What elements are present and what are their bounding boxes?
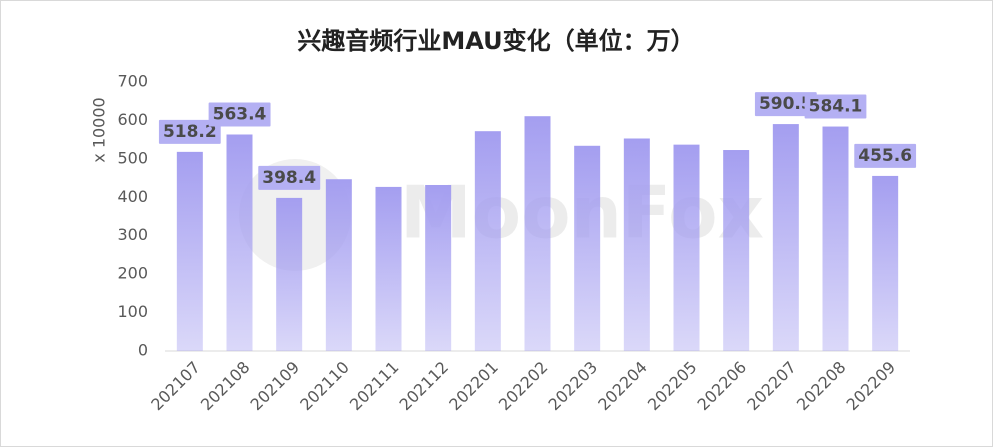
- value-label: 563.4: [213, 104, 267, 124]
- y-tick-label: 0: [138, 341, 148, 360]
- bar: [375, 186, 402, 351]
- value-label-box: [158, 119, 221, 144]
- bar: [673, 144, 700, 351]
- bar: [474, 131, 501, 351]
- bar: [425, 184, 452, 351]
- chart-title: 兴趣音频行业MAU变化（单位：万）: [297, 27, 694, 55]
- value-label: 584.1: [809, 97, 863, 117]
- bar: [772, 124, 799, 351]
- y-tick-label: 200: [117, 264, 148, 283]
- value-label: 398.4: [262, 168, 316, 188]
- y-tick-label: 100: [117, 302, 148, 321]
- value-label: 455.6: [858, 146, 912, 166]
- bar: [723, 150, 750, 351]
- bar: [524, 116, 551, 351]
- bar: [276, 197, 303, 351]
- bar: [226, 134, 253, 351]
- y-axis-label: x 10000: [90, 97, 109, 162]
- y-tick-label: 300: [117, 225, 148, 244]
- value-label-box: [754, 92, 817, 117]
- y-tick-label: 400: [117, 187, 148, 206]
- value-label: 518.2: [163, 122, 217, 142]
- value-label-box: [208, 102, 271, 127]
- bar: [872, 175, 899, 351]
- bar: [325, 179, 352, 351]
- value-label: 590.5: [759, 94, 813, 114]
- value-label-box: [854, 143, 917, 168]
- value-label-box: [258, 165, 321, 190]
- y-tick-label: 600: [117, 110, 148, 129]
- y-tick-label: 700: [117, 72, 148, 91]
- bar: [822, 126, 849, 351]
- y-tick-label: 500: [117, 148, 148, 167]
- value-label-box: [804, 94, 867, 119]
- bar: [176, 151, 203, 351]
- bar: [574, 145, 601, 351]
- bar: [623, 138, 650, 351]
